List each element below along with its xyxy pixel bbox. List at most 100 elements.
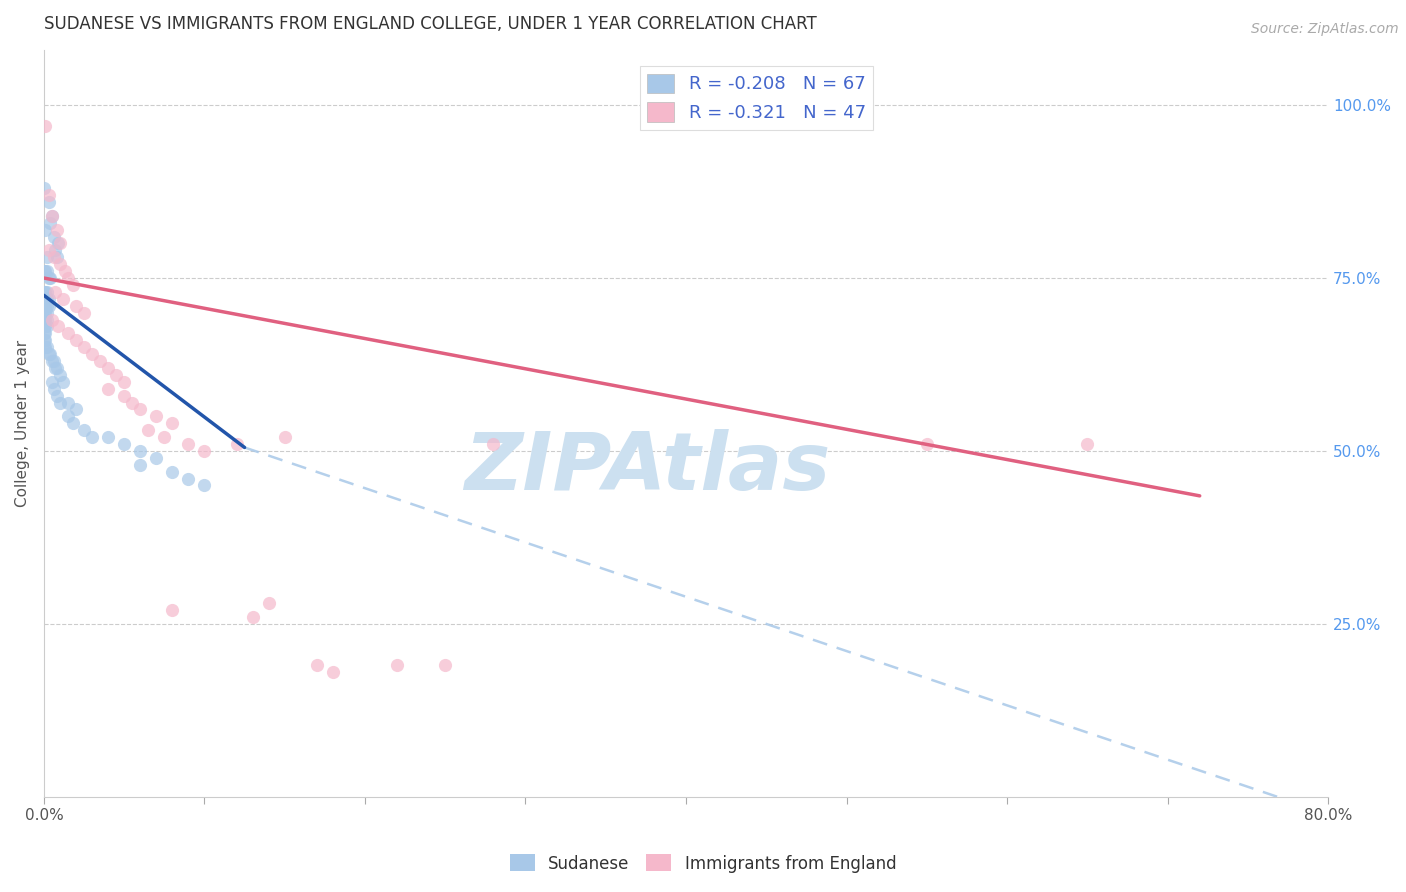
Point [32, 264, 55, 278]
Point [42, 250, 65, 264]
Point [35, 340, 58, 354]
Point [56, 409, 79, 424]
Point [35, 285, 58, 299]
Point [32, 326, 55, 341]
Point [32, 333, 55, 347]
Point [52, 375, 75, 389]
Point [53, 264, 76, 278]
Point [32, 312, 55, 326]
Point [35, 292, 58, 306]
Point [162, 465, 184, 479]
Point [44, 285, 66, 299]
Point [121, 395, 143, 409]
Point [45, 250, 67, 264]
Point [32, 305, 55, 319]
Point [80, 430, 103, 444]
Point [39, 271, 62, 285]
Point [242, 610, 264, 624]
Point [32, 319, 55, 334]
Point [34, 299, 56, 313]
Point [42, 382, 65, 396]
Point [45, 360, 67, 375]
Point [35, 312, 58, 326]
Point [65, 402, 87, 417]
Point [193, 444, 215, 458]
Point [915, 437, 938, 451]
Point [35, 305, 58, 319]
Point [322, 665, 344, 680]
Point [41, 209, 63, 223]
Point [35, 299, 58, 313]
Point [482, 437, 505, 451]
Point [34, 312, 56, 326]
Point [38, 347, 60, 361]
Point [385, 658, 408, 673]
Point [56, 395, 79, 409]
Point [45, 388, 67, 402]
Point [34, 326, 56, 341]
Point [65, 333, 87, 347]
Point [62, 416, 84, 430]
Point [193, 478, 215, 492]
Point [34, 264, 56, 278]
Point [32, 285, 55, 299]
Point [65, 299, 87, 313]
Point [129, 402, 152, 417]
Point [73, 305, 96, 319]
Point [49, 368, 72, 382]
Point [46, 236, 69, 251]
Point [112, 388, 135, 402]
Y-axis label: College, Under 1 year: College, Under 1 year [15, 340, 30, 507]
Text: ZIPAtlas: ZIPAtlas [464, 429, 831, 507]
Point [97, 382, 120, 396]
Point [35, 250, 58, 264]
Point [38, 194, 60, 209]
Point [39, 216, 62, 230]
Point [34, 333, 56, 347]
Point [56, 271, 79, 285]
Legend: Sudanese, Immigrants from England: Sudanese, Immigrants from England [503, 847, 903, 880]
Point [49, 236, 72, 251]
Point [32, 340, 55, 354]
Point [38, 244, 60, 258]
Point [34, 319, 56, 334]
Point [32, 181, 55, 195]
Point [41, 354, 63, 368]
Point [35, 264, 58, 278]
Point [49, 257, 72, 271]
Point [42, 229, 65, 244]
Point [35, 319, 58, 334]
Point [38, 292, 60, 306]
Point [225, 437, 247, 451]
Point [177, 437, 200, 451]
Point [34, 222, 56, 236]
Point [73, 340, 96, 354]
Point [34, 285, 56, 299]
Point [39, 347, 62, 361]
Point [162, 416, 184, 430]
Point [49, 395, 72, 409]
Point [145, 450, 167, 465]
Point [62, 277, 84, 292]
Point [42, 354, 65, 368]
Point [34, 340, 56, 354]
Point [136, 423, 159, 437]
Text: SUDANESE VS IMMIGRANTS FROM ENGLAND COLLEGE, UNDER 1 YEAR CORRELATION CHART: SUDANESE VS IMMIGRANTS FROM ENGLAND COLL… [44, 15, 817, 33]
Point [177, 472, 200, 486]
Point [97, 430, 120, 444]
Point [46, 319, 69, 334]
Point [38, 271, 60, 285]
Point [105, 368, 128, 382]
Text: Source: ZipAtlas.com: Source: ZipAtlas.com [1251, 22, 1399, 37]
Point [434, 658, 457, 673]
Point [41, 375, 63, 389]
Point [52, 292, 75, 306]
Point [73, 423, 96, 437]
Point [80, 347, 103, 361]
Point [38, 188, 60, 202]
Point [305, 658, 328, 673]
Point [38, 299, 60, 313]
Point [153, 430, 176, 444]
Point [97, 360, 120, 375]
Point [44, 360, 66, 375]
